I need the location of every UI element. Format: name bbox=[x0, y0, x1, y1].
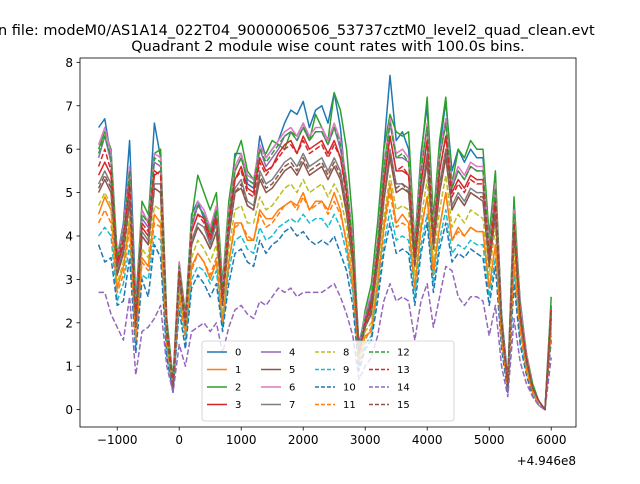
y-tick-label: 8 bbox=[65, 56, 73, 70]
x-tick-label: −1000 bbox=[97, 433, 138, 447]
y-tick-label: 3 bbox=[65, 273, 73, 287]
y-tick-label: 6 bbox=[65, 143, 73, 157]
legend-label-12: 12 bbox=[397, 348, 410, 359]
legend-label-14: 14 bbox=[397, 383, 410, 394]
legend-label-0: 0 bbox=[235, 348, 241, 359]
legend-label-6: 6 bbox=[289, 383, 295, 394]
legend-label-10: 10 bbox=[343, 383, 356, 394]
legend-label-1: 1 bbox=[235, 365, 241, 376]
suptitle: n file: modeM0/AS1A14_022T04_9000006506_… bbox=[0, 23, 595, 39]
legend-label-9: 9 bbox=[343, 365, 349, 376]
x-tick-label: 3000 bbox=[350, 433, 381, 447]
x-tick-label: 6000 bbox=[536, 433, 567, 447]
y-tick-label: 2 bbox=[65, 316, 73, 330]
legend-label-8: 8 bbox=[343, 348, 349, 359]
legend-label-11: 11 bbox=[343, 400, 356, 411]
legend-label-7: 7 bbox=[289, 400, 295, 411]
series-line-12 bbox=[97, 122, 552, 411]
legend-label-4: 4 bbox=[289, 348, 295, 359]
legend-label-2: 2 bbox=[235, 383, 241, 394]
x-tick-label: 2000 bbox=[288, 433, 319, 447]
plot-frame bbox=[79, 57, 577, 428]
y-tick-label: 1 bbox=[65, 360, 73, 374]
y-tick-label: 7 bbox=[65, 99, 73, 113]
x-tick-label: 4000 bbox=[412, 433, 443, 447]
legend-label-3: 3 bbox=[235, 400, 241, 411]
x-axis-offset-text: +4.946e8 bbox=[517, 454, 576, 468]
y-tick-label: 0 bbox=[65, 403, 73, 417]
series-layer bbox=[97, 74, 552, 411]
x-tick-label: 5000 bbox=[474, 433, 505, 447]
x-tick-label: 1000 bbox=[226, 433, 257, 447]
x-tick-label: 0 bbox=[175, 433, 183, 447]
legend-label-15: 15 bbox=[397, 400, 410, 411]
series-line-14 bbox=[98, 265, 552, 411]
legend-box bbox=[201, 340, 455, 422]
series-line-11 bbox=[97, 191, 552, 411]
series-line-15 bbox=[97, 152, 552, 411]
y-tick-label: 5 bbox=[65, 186, 73, 200]
legend-label-5: 5 bbox=[289, 365, 295, 376]
y-tick-label: 4 bbox=[65, 229, 73, 243]
legend-label-13: 13 bbox=[397, 365, 410, 376]
chart-title: Quadrant 2 module wise count rates with … bbox=[131, 39, 525, 55]
